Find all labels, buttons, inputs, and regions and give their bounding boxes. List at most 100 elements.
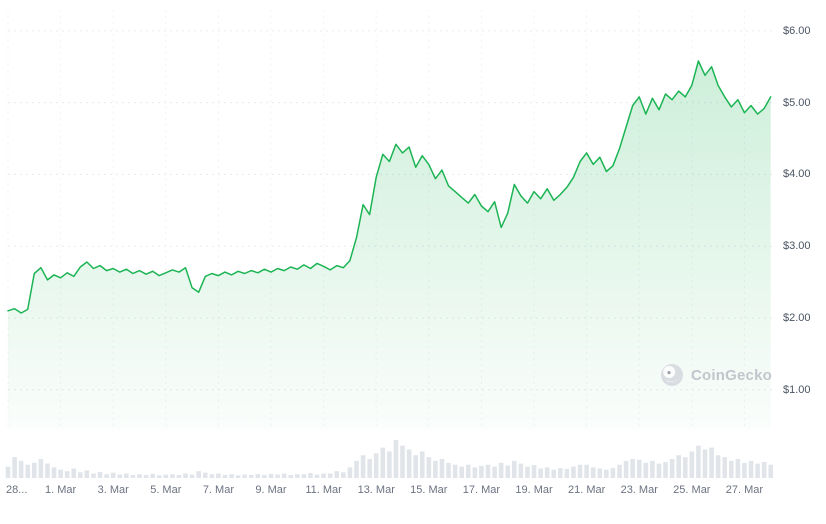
- volume-bar: [498, 462, 504, 478]
- volume-bar: [742, 462, 747, 478]
- volume-bar: [104, 474, 109, 478]
- volume-bar: [584, 464, 589, 478]
- volume-bar: [393, 440, 399, 478]
- volume-bar: [446, 462, 451, 478]
- volume-bar: [229, 474, 234, 478]
- volume-bar: [235, 475, 241, 478]
- volume-bar: [222, 474, 228, 478]
- volume-bar: [268, 473, 274, 478]
- volume-bar: [439, 459, 445, 478]
- volume-bar: [360, 455, 366, 478]
- volume-bar: [505, 465, 511, 478]
- x-tick-label: 9. Mar: [255, 484, 287, 496]
- price-area: [8, 61, 771, 430]
- volume-bar: [216, 473, 221, 478]
- x-tick-label: 3. Mar: [97, 484, 129, 496]
- volume-bar: [308, 473, 313, 478]
- volume-bar: [492, 466, 497, 478]
- volume-bar: [255, 474, 261, 478]
- x-tick-label: 19. Mar: [515, 484, 553, 496]
- volume-bar: [380, 447, 386, 478]
- volume-bar: [301, 474, 307, 478]
- volume-bar: [373, 453, 379, 478]
- volume-bar: [689, 451, 695, 478]
- volume-bar: [347, 467, 353, 478]
- volume-bar: [551, 469, 557, 478]
- volume-bar: [176, 474, 182, 478]
- volume-bar: [91, 473, 96, 478]
- volume-bar: [71, 468, 77, 478]
- volume-bar: [150, 473, 155, 478]
- volume-bar: [143, 474, 149, 478]
- volume-bar: [610, 468, 616, 478]
- volume-bar: [84, 470, 90, 478]
- volume-bar: [452, 464, 458, 478]
- volume-bar: [696, 445, 701, 478]
- volume-bar: [564, 468, 570, 478]
- volume-bar: [78, 472, 83, 478]
- volume-bar: [51, 467, 57, 478]
- volume-bar: [12, 457, 17, 478]
- y-tick-label: $6.00: [783, 24, 811, 37]
- volume-bar: [512, 460, 517, 478]
- volume-bar: [636, 459, 642, 478]
- volume-bar: [327, 473, 333, 478]
- volume-bar: [117, 474, 123, 478]
- volume-bar: [314, 474, 320, 478]
- volume-bar: [295, 474, 300, 478]
- volume-bar: [426, 457, 432, 478]
- volume-bar: [367, 459, 372, 478]
- volume-bar: [472, 467, 478, 478]
- volume-bar: [334, 471, 340, 478]
- volume-bar: [643, 462, 649, 478]
- volume-bar: [630, 459, 635, 478]
- x-tick-label: 17. Mar: [462, 484, 501, 496]
- y-tick-label: $3.00: [783, 240, 811, 253]
- volume-bar: [275, 474, 280, 478]
- volume-bar: [196, 471, 201, 478]
- volume-bar: [768, 464, 774, 478]
- volume-bar: [761, 462, 767, 478]
- volume-bar: [163, 474, 169, 478]
- volume-bar: [58, 469, 63, 478]
- volume-bar: [242, 474, 248, 478]
- volume-bar: [479, 465, 484, 478]
- volume-bar: [400, 445, 405, 478]
- volume-bar: [650, 460, 655, 478]
- volume-bar: [209, 474, 215, 478]
- volume-bar: [137, 474, 142, 478]
- y-tick-label: $5.00: [783, 96, 811, 109]
- volume-bar: [45, 463, 50, 478]
- volume-bar: [110, 472, 116, 478]
- volume-bar: [623, 460, 629, 478]
- volume-bar: [571, 466, 576, 478]
- volume-bar: [558, 468, 563, 478]
- x-tick-label: 28...: [6, 484, 28, 496]
- volume-bar: [124, 473, 129, 478]
- volume-bar: [433, 460, 438, 478]
- x-tick-label: 13. Mar: [357, 484, 395, 496]
- volume-bar: [32, 462, 37, 478]
- volume-bar: [663, 462, 668, 478]
- volume-bar: [656, 463, 662, 478]
- y-tick-label: $4.00: [783, 168, 811, 181]
- volume-bar: [715, 455, 721, 478]
- volume-bar: [577, 464, 583, 478]
- volume-bar: [183, 473, 188, 478]
- volume-bar: [18, 460, 24, 478]
- volume-bar: [702, 449, 708, 478]
- volume-bar: [590, 467, 596, 478]
- volume-bar: [130, 474, 136, 478]
- volume-bar: [735, 459, 741, 478]
- x-tick-label: 5. Mar: [150, 484, 182, 496]
- volume-bar: [459, 466, 464, 478]
- volume-bar: [544, 467, 550, 478]
- x-tick-label: 11. Mar: [305, 484, 342, 496]
- x-tick-label: 1. Mar: [45, 484, 77, 496]
- volume-bar: [189, 474, 195, 478]
- volume-bar: [748, 460, 754, 478]
- volume-bar: [248, 474, 254, 478]
- y-tick-label: $1.00: [783, 383, 811, 396]
